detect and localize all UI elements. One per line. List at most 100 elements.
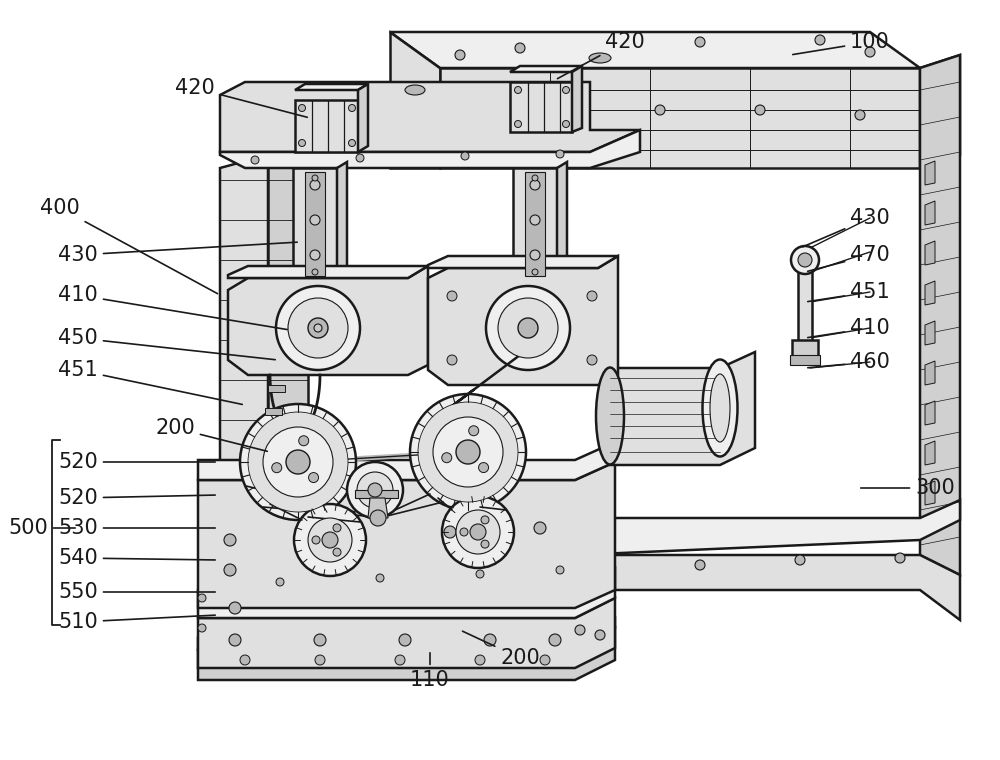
Polygon shape [798,260,812,342]
Circle shape [334,530,346,542]
Polygon shape [293,168,337,280]
Polygon shape [355,490,398,498]
Circle shape [433,417,503,487]
Circle shape [248,412,348,512]
Polygon shape [198,462,615,608]
Circle shape [310,215,320,225]
Circle shape [475,655,485,665]
Circle shape [447,355,457,365]
Polygon shape [390,32,920,68]
Circle shape [357,472,393,508]
Polygon shape [368,498,388,518]
Circle shape [356,154,364,162]
Circle shape [530,215,540,225]
Circle shape [309,473,319,483]
Circle shape [198,594,206,602]
Circle shape [479,463,489,473]
Circle shape [444,526,456,538]
Circle shape [349,105,356,112]
Polygon shape [228,266,428,375]
Text: 200: 200 [463,631,540,668]
Circle shape [410,394,526,510]
Circle shape [815,35,825,45]
Circle shape [455,50,465,60]
Polygon shape [428,256,618,268]
Circle shape [655,105,665,115]
Circle shape [791,246,819,274]
Text: 430: 430 [58,242,297,265]
Polygon shape [268,385,285,392]
Polygon shape [198,628,615,680]
Text: 540: 540 [58,548,215,568]
Circle shape [515,43,525,53]
Circle shape [229,634,241,646]
Circle shape [333,548,341,556]
Circle shape [308,318,328,338]
Circle shape [456,510,500,554]
Circle shape [349,140,356,147]
Circle shape [263,427,333,497]
Circle shape [486,286,570,370]
Polygon shape [295,84,368,90]
Circle shape [368,483,382,497]
Polygon shape [925,481,935,505]
Circle shape [514,121,522,128]
Polygon shape [220,155,268,650]
Text: 420: 420 [557,32,645,79]
Circle shape [855,110,865,120]
Text: 460: 460 [808,352,890,372]
Circle shape [490,105,500,115]
Polygon shape [268,155,308,640]
Circle shape [481,540,489,548]
Polygon shape [220,130,640,168]
Circle shape [294,504,366,576]
Polygon shape [790,355,820,365]
Polygon shape [575,500,960,555]
Circle shape [530,180,540,190]
Circle shape [484,634,496,646]
Circle shape [460,528,468,536]
Polygon shape [575,555,960,620]
Circle shape [595,630,605,640]
Circle shape [795,555,805,565]
Circle shape [298,105,306,112]
Polygon shape [610,352,755,465]
Text: 520: 520 [58,452,215,472]
Polygon shape [925,361,935,385]
Circle shape [310,180,320,190]
Circle shape [418,402,518,502]
Circle shape [272,463,282,473]
Polygon shape [358,84,368,152]
Circle shape [865,47,875,57]
Text: 451: 451 [58,360,242,404]
Circle shape [605,565,615,575]
Polygon shape [510,82,572,132]
Circle shape [481,516,489,524]
Circle shape [298,140,306,147]
Circle shape [562,87,570,93]
Circle shape [308,518,352,562]
Polygon shape [295,100,358,152]
Circle shape [370,510,386,526]
Circle shape [312,536,320,544]
Circle shape [556,150,564,158]
Polygon shape [925,201,935,225]
Circle shape [556,566,564,574]
Ellipse shape [702,359,738,457]
Circle shape [587,355,597,365]
Circle shape [587,291,597,301]
Text: 530: 530 [58,518,215,538]
Polygon shape [265,408,282,415]
Text: 300: 300 [861,478,955,498]
Circle shape [322,532,338,548]
Polygon shape [390,32,440,168]
Polygon shape [925,241,935,265]
Circle shape [314,634,326,646]
Circle shape [286,450,310,474]
Text: 410: 410 [58,285,287,330]
Text: 451: 451 [808,282,890,302]
Polygon shape [925,441,935,465]
Circle shape [456,440,480,464]
Circle shape [251,156,259,164]
Circle shape [312,175,318,181]
